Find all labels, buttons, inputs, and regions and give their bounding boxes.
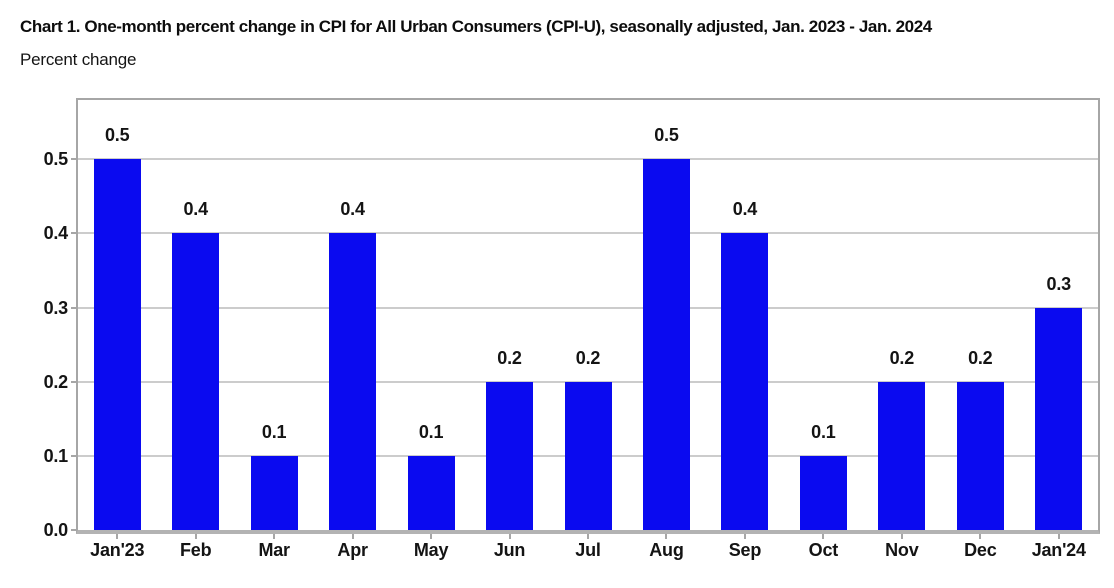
bar-value-label-mar: 0.1 [261, 421, 287, 442]
x-axis-tick-labels: Jan'23 Feb Mar Apr May Jun Jul Aug Sep Oct Nov Dec J… [78, 538, 1098, 562]
y-axis-unit-label: Percent change [20, 50, 137, 69]
bar-sep [721, 233, 769, 530]
y-tick-label-0.3: 0.3 [43, 297, 69, 318]
bar-apr [329, 233, 377, 530]
gridline-0.5 [78, 158, 1098, 161]
x-axis-tick [194, 534, 197, 539]
bar-jan24 [1035, 307, 1083, 530]
x-tick-label-jan23: Jan'23 [90, 540, 145, 560]
y-tick-label-0.5: 0.5 [43, 149, 69, 170]
bar-jun [486, 381, 534, 530]
gridline-0.4 [78, 232, 1098, 235]
x-tick-label-feb: Feb [179, 540, 212, 560]
y-tick-label-0.1: 0.1 [43, 445, 69, 466]
bar-value-label-aug: 0.5 [654, 125, 679, 146]
x-tick-label-sep: Sep [728, 540, 762, 560]
x-axis-tick [665, 534, 668, 539]
x-axis-tick [351, 534, 354, 539]
x-tick-label-nov: Nov [885, 540, 919, 560]
bar-value-label-jun: 0.2 [497, 347, 522, 368]
y-axis-tick [71, 454, 77, 457]
bar-jan23 [93, 159, 141, 530]
bar-value-label-feb: 0.4 [183, 199, 208, 220]
x-axis-tick [743, 534, 746, 539]
bar-value-label-apr: 0.4 [340, 199, 365, 220]
x-tick-label-aug: Aug [649, 540, 684, 560]
y-axis-tick [71, 306, 77, 309]
x-tick-label-jun: Jun [493, 540, 526, 560]
y-axis-tick [71, 380, 77, 383]
x-tick-label-mar: Mar [258, 540, 290, 560]
y-axis-tick [71, 158, 77, 161]
x-axis-tick [822, 534, 825, 539]
bar-value-label-nov: 0.2 [889, 347, 915, 368]
y-axis-tick [71, 529, 77, 531]
bar-oct [799, 455, 847, 530]
x-axis-tick [979, 534, 982, 539]
plot-area: 0.5 0.4 0.1 0.4 0.1 0.2 0.2 0.5 0.4 0.1 0.2 0.2 0.3 [76, 98, 1100, 534]
x-tick-label-dec: Dec [964, 540, 997, 560]
x-axis-tick [508, 534, 511, 539]
bar-value-label-sep: 0.4 [732, 199, 758, 220]
bar-value-label-jul: 0.2 [575, 347, 601, 368]
x-axis-tick [430, 534, 433, 539]
bar-may [407, 455, 455, 530]
y-tick-label-0.4: 0.4 [43, 223, 69, 244]
x-tick-label-jan24: Jan'24 [1031, 540, 1086, 560]
bar-value-label-jan23: 0.5 [105, 125, 130, 146]
gridline-0.3 [78, 306, 1098, 309]
bar-value-label-jan24: 0.3 [1046, 273, 1072, 294]
bar-aug [642, 159, 690, 530]
x-tick-label-jul: Jul [575, 540, 601, 560]
bar-dec [956, 381, 1004, 530]
bar-feb [172, 233, 220, 530]
x-tick-label-apr: Apr [337, 540, 368, 560]
bar-nov [878, 381, 926, 530]
x-axis-tick [587, 534, 589, 539]
bar-value-label-may: 0.1 [418, 421, 444, 442]
chart-title: Chart 1. One-month percent change in CPI… [20, 17, 932, 36]
y-tick-label-0.0: 0.0 [43, 520, 69, 540]
y-axis-tick [71, 232, 77, 235]
y-axis-tick-labels: 0.0 0.1 0.2 0.3 0.4 0.5 [0, 100, 69, 540]
bar-value-label-dec: 0.2 [968, 347, 993, 368]
y-tick-label-0.2: 0.2 [43, 371, 69, 392]
x-axis-tick [273, 534, 276, 539]
x-axis-tick [116, 534, 119, 539]
bar-value-label-oct: 0.1 [811, 421, 836, 442]
x-axis-tick [1057, 534, 1060, 539]
bar-jul [564, 381, 612, 530]
x-axis-tick [900, 534, 903, 539]
x-tick-label-may: May [413, 540, 449, 560]
bar-mar [250, 455, 298, 530]
x-tick-label-oct: Oct [808, 540, 839, 560]
